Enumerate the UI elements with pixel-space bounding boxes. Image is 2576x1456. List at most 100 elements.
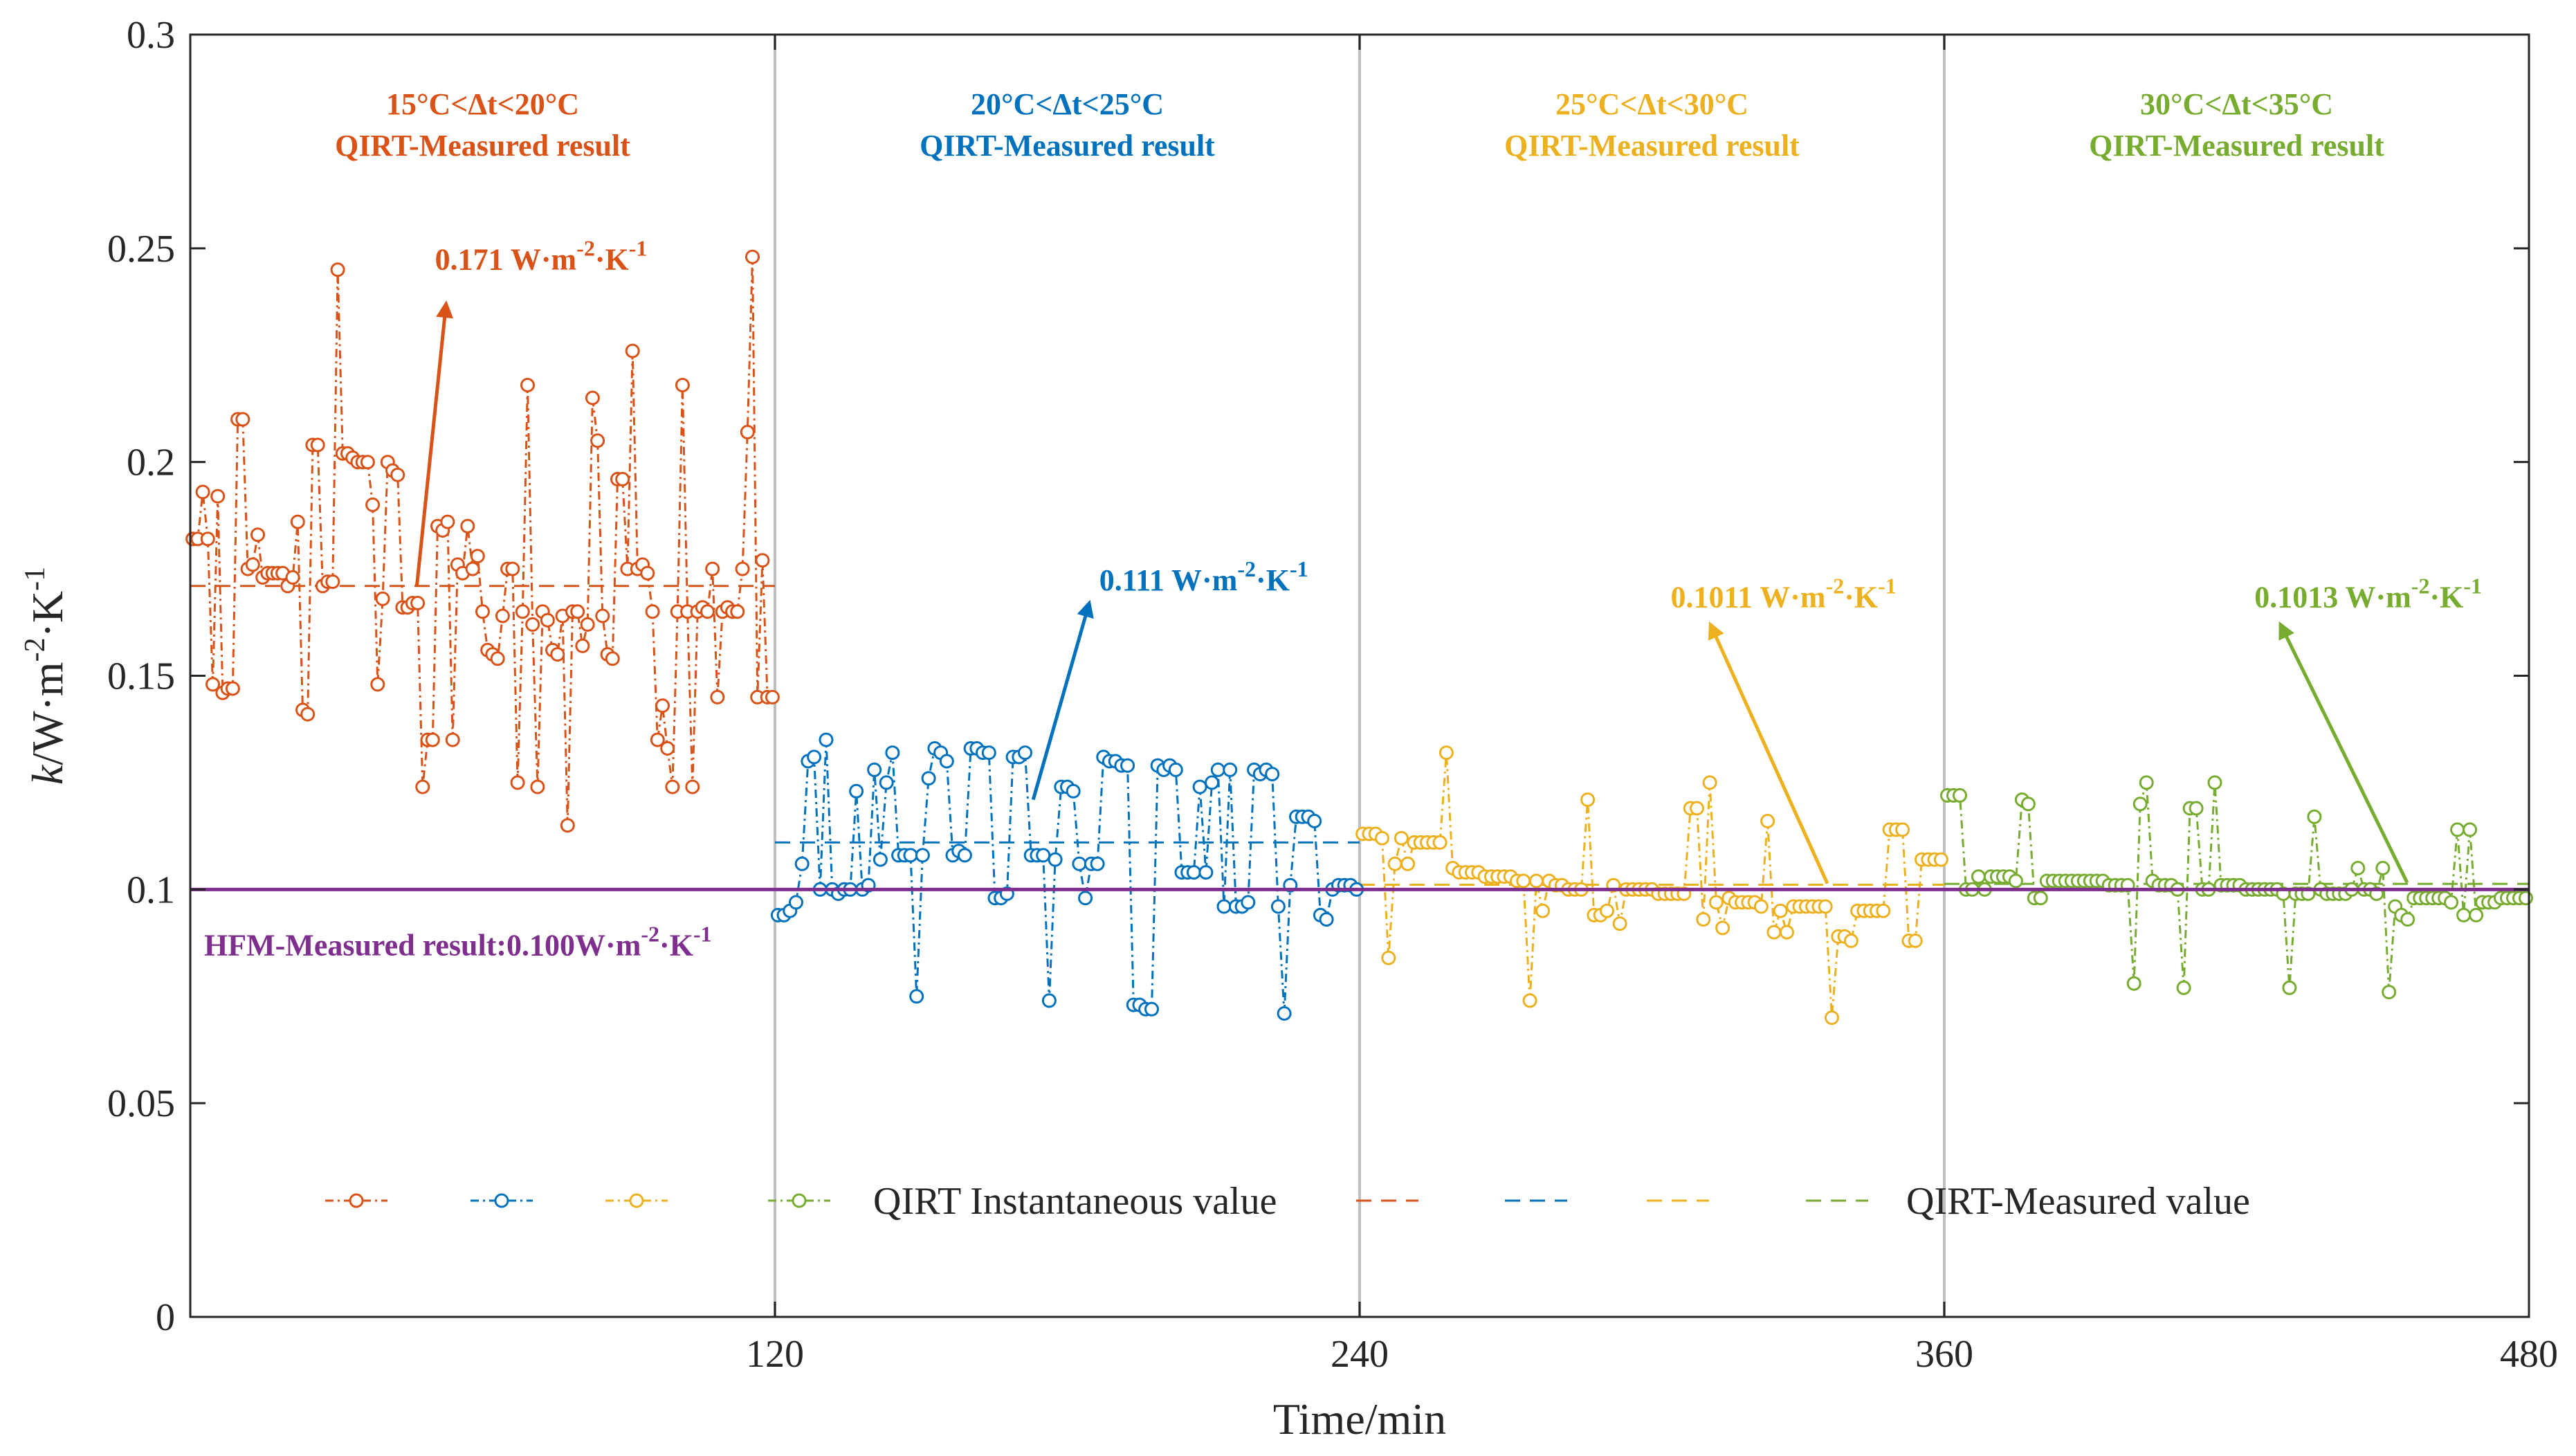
data-point	[1753, 899, 1769, 914]
data-point	[957, 848, 972, 863]
data-point	[735, 561, 750, 576]
y-tick-label: 0	[156, 1296, 175, 1339]
x-tick-label: 360	[1915, 1333, 1973, 1376]
data-point	[570, 604, 585, 619]
annotation-arrow	[414, 300, 454, 587]
data-point	[2456, 907, 2472, 922]
x-axis-title: Time/min	[1273, 1394, 1446, 1444]
data-point	[410, 596, 426, 610]
data-point	[325, 574, 340, 590]
data-point	[745, 249, 760, 264]
data-point	[2350, 861, 2366, 875]
data-point	[465, 561, 480, 576]
y-axis-title-symbol: k	[23, 764, 72, 785]
annotation-sup1: -2	[1237, 556, 1256, 581]
legend-instantaneous-marker	[629, 1193, 644, 1208]
data-point	[1953, 788, 1967, 803]
data-point	[300, 707, 316, 722]
legend-instantaneous-marker	[792, 1193, 807, 1208]
region-result-label: QIRT-Measured result	[1504, 129, 1800, 163]
data-point	[1198, 865, 1214, 880]
data-point	[225, 681, 240, 696]
data-point	[2008, 873, 2023, 889]
annotation-sup2: -1	[2463, 574, 2482, 599]
hfm-label: HFM-Measured result:0.100W·m-2·K-1	[204, 921, 712, 962]
data-point	[285, 570, 300, 585]
data-point	[1528, 873, 1544, 889]
data-point	[2139, 775, 2154, 790]
data-point	[460, 518, 475, 534]
data-point	[655, 698, 670, 713]
data-point	[1210, 762, 1225, 777]
data-point	[440, 514, 455, 529]
y-axis-title-unit: /W·m	[23, 662, 72, 765]
annotation-sup1: -2	[576, 236, 595, 261]
data-point	[2375, 861, 2391, 875]
data-point	[1375, 830, 1389, 846]
annotation-value: 0.111 W·m	[1099, 563, 1238, 597]
y-tick-label: 0.2	[127, 442, 175, 484]
region-result-label: QIRT-Measured result	[2089, 129, 2384, 163]
x-tick-label: 480	[2500, 1333, 2558, 1376]
data-point	[873, 852, 888, 867]
data-point	[730, 604, 745, 619]
data-point	[445, 732, 460, 747]
data-point	[1535, 903, 1551, 918]
data-point	[2282, 980, 2297, 995]
hfm-layer: HFM-Measured result:0.100W·m-2·K-1	[190, 887, 2529, 962]
data-point	[470, 549, 485, 564]
data-point	[665, 779, 680, 794]
data-point	[1690, 801, 1704, 816]
legend-instantaneous-marker	[494, 1193, 509, 1208]
y-tick-label: 0.25	[107, 228, 175, 271]
annotation-mid: ·K	[2429, 581, 2463, 615]
measured-mean-layer	[190, 585, 2529, 886]
data-point	[2020, 797, 2036, 812]
data-point	[1216, 899, 1232, 914]
axes: 0 0.05 0.1 0.15 0.2 0.25 0.3 120 240 360 480	[107, 14, 2558, 1376]
data-point	[1192, 779, 1207, 794]
data-point	[560, 818, 575, 833]
data-point	[580, 617, 595, 632]
data-point	[1270, 899, 1286, 914]
y-axis-title-sup1: -2	[19, 637, 51, 662]
data-point	[1144, 1001, 1159, 1017]
data-point	[330, 262, 345, 277]
data-point	[1036, 848, 1051, 863]
region-range-label: 20°C<Δt<25°C	[971, 87, 1164, 121]
data-point	[2126, 976, 2141, 991]
annotation-value: 0.171 W·m	[435, 243, 577, 277]
data-point	[2382, 985, 2397, 1000]
data-point	[1708, 895, 1724, 910]
data-point	[2400, 912, 2415, 927]
data-point	[909, 989, 924, 1004]
data-point	[1041, 993, 1057, 1008]
data-point	[849, 783, 864, 799]
data-point	[475, 604, 490, 619]
region-range-label: 25°C<Δt<30°C	[1555, 87, 1748, 121]
annotation-label: 0.111 W·m-2·K-1	[1099, 556, 1308, 597]
data-point	[375, 591, 390, 606]
data-point	[1766, 925, 1782, 940]
data-point	[625, 343, 640, 358]
annotation-label: 0.1013 W·m-2·K-1	[2254, 574, 2482, 615]
data-point	[2307, 809, 2322, 824]
data-point	[1307, 814, 1322, 828]
data-point	[1438, 745, 1454, 761]
data-point	[515, 604, 530, 619]
y-axis-title: k/W·m-2·K-1	[19, 567, 72, 785]
data-point	[1072, 856, 1087, 871]
data-point	[921, 771, 936, 786]
hfm-label-mid: ·K	[659, 928, 693, 962]
data-point	[794, 856, 810, 871]
data-point	[1120, 758, 1135, 773]
data-point	[205, 677, 220, 692]
data-point	[1522, 993, 1537, 1008]
data-point	[360, 455, 375, 470]
data-point	[550, 647, 565, 662]
data-point	[370, 677, 385, 692]
data-point	[525, 617, 540, 632]
data-point	[2469, 907, 2484, 922]
data-point	[755, 553, 770, 568]
